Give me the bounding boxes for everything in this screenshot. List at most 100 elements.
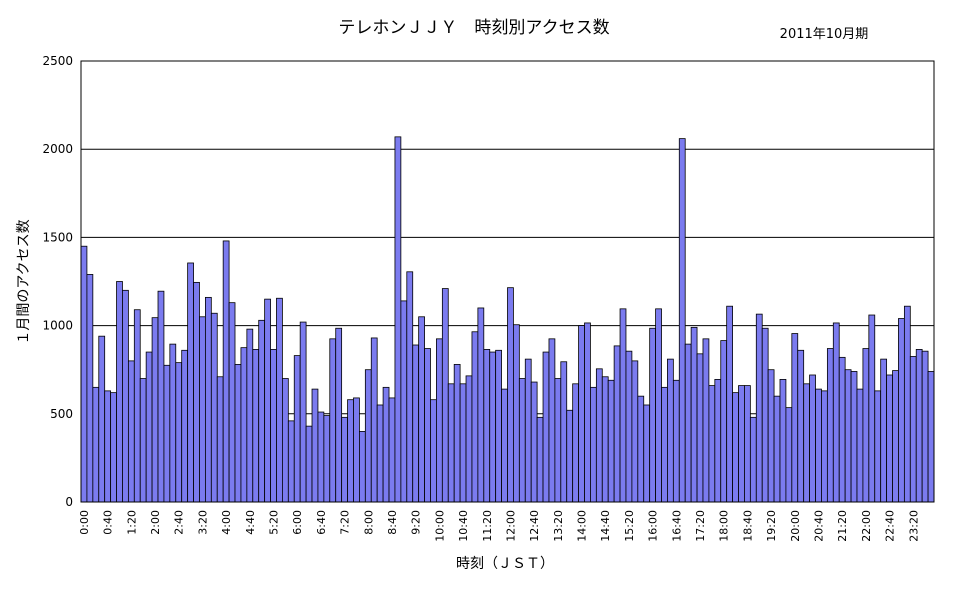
x-tick-label: 6:00 (291, 510, 304, 535)
bar (169, 343, 177, 503)
bar (127, 360, 135, 503)
bar (898, 318, 905, 503)
bar (892, 370, 899, 503)
bar (453, 364, 461, 503)
y-tick-label: 2500 (42, 54, 73, 68)
bar (625, 350, 633, 503)
bar (133, 309, 141, 503)
x-tick-label: 21:20 (836, 510, 849, 542)
bar (471, 331, 479, 503)
bar (447, 383, 455, 503)
bar (507, 287, 514, 503)
bar (163, 364, 171, 503)
bar (726, 305, 733, 503)
bar (779, 378, 787, 503)
x-tick-label: 12:00 (504, 510, 517, 542)
bar (341, 416, 348, 503)
bar (862, 348, 870, 503)
bar (637, 395, 645, 503)
bar (210, 312, 218, 503)
x-tick-label: 0:40 (102, 510, 115, 535)
bar (868, 314, 876, 503)
x-tick-label: 4:40 (244, 510, 257, 535)
bar (672, 379, 680, 503)
bar (104, 390, 112, 503)
bar (204, 296, 212, 503)
bar (738, 385, 745, 503)
bar (370, 337, 378, 503)
x-tick-label: 10:40 (457, 510, 470, 542)
bar (329, 338, 337, 503)
x-tick-label: 14:00 (576, 510, 589, 542)
bar (376, 404, 384, 503)
bar (803, 383, 810, 503)
bar (785, 407, 793, 503)
bar (536, 416, 544, 503)
x-tick-label: 5:20 (268, 510, 281, 535)
bar (157, 290, 165, 503)
bar (524, 358, 532, 503)
bar (773, 395, 781, 503)
x-tick-label: 22:40 (884, 510, 897, 542)
y-tick-label: 2000 (42, 142, 73, 156)
bar (299, 321, 307, 503)
x-tick-label: 12:40 (528, 510, 541, 542)
bar (305, 425, 313, 503)
bar (518, 378, 526, 503)
bars (80, 136, 935, 503)
bar (880, 358, 888, 503)
x-tick-label: 22:00 (860, 510, 873, 542)
chart-title: テレホンＪＪＹ 時刻別アクセス数 (338, 18, 609, 38)
bar (258, 319, 266, 503)
bar (631, 360, 639, 503)
bar (667, 358, 674, 503)
bar (181, 349, 189, 503)
bar (613, 345, 621, 503)
bar (489, 351, 497, 503)
bar (661, 386, 668, 503)
bar (264, 298, 271, 503)
bar (151, 317, 159, 503)
bar (281, 378, 289, 503)
x-tick-label: 8:00 (362, 510, 375, 535)
x-tick-label: 11:20 (481, 510, 494, 542)
bar (418, 316, 425, 503)
bar (761, 327, 769, 503)
bar (199, 316, 206, 503)
bar (732, 392, 739, 503)
bar (110, 392, 117, 503)
x-tick-label: 18:00 (718, 510, 731, 542)
bar (436, 338, 443, 503)
bar (578, 325, 585, 503)
bar (293, 355, 301, 503)
bar (909, 356, 917, 503)
x-tick-label: 3:20 (196, 510, 209, 535)
bar (655, 308, 662, 503)
x-tick-label: 7:20 (339, 510, 352, 535)
bar (915, 349, 923, 503)
bar (595, 368, 603, 503)
bar (590, 386, 597, 503)
x-tick-label: 16:40 (670, 510, 683, 542)
bar (359, 431, 366, 503)
x-axis-label: 時刻（ＪＳＴ） (456, 556, 554, 572)
bar (566, 409, 574, 503)
bar (270, 349, 277, 503)
bar (406, 271, 414, 503)
bar (193, 281, 200, 503)
bar (441, 288, 449, 503)
bar (477, 307, 485, 503)
x-tick-label: 9:20 (410, 510, 423, 535)
bar (720, 340, 728, 503)
bar (749, 416, 757, 503)
bar (222, 240, 230, 503)
bar (513, 324, 520, 503)
bar (832, 322, 840, 503)
bar (430, 399, 437, 503)
bar (335, 327, 343, 503)
bar (382, 386, 390, 503)
bar (287, 420, 295, 503)
bar (323, 415, 331, 503)
bar (347, 399, 354, 503)
